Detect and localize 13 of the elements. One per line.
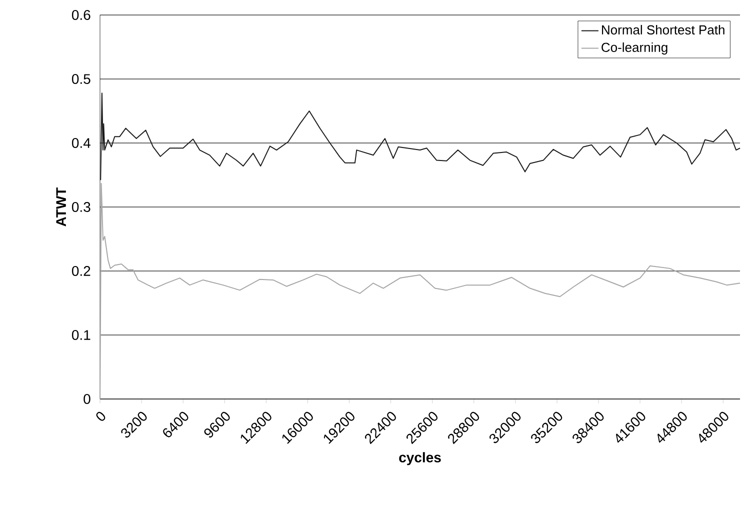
x-tick-label: 0 [96, 412, 106, 421]
line-series [100, 92, 741, 181]
y-tick-label: 0.1 [72, 330, 90, 340]
x-axis-title: cycles [399, 452, 441, 466]
y-tick-label: 0.5 [72, 74, 90, 84]
legend-label: Normal Shortest Path [602, 24, 724, 34]
y-tick-label: 0.4 [72, 138, 90, 148]
y-tick-label: 0.2 [72, 266, 90, 276]
y-tick-label: 0 [84, 394, 90, 404]
y-tick-label: 0.3 [72, 202, 90, 212]
y-tick-label: 0.6 [72, 10, 90, 20]
legend-label: Co-learning [602, 42, 668, 55]
y-axis-title: ATWT [56, 187, 66, 226]
